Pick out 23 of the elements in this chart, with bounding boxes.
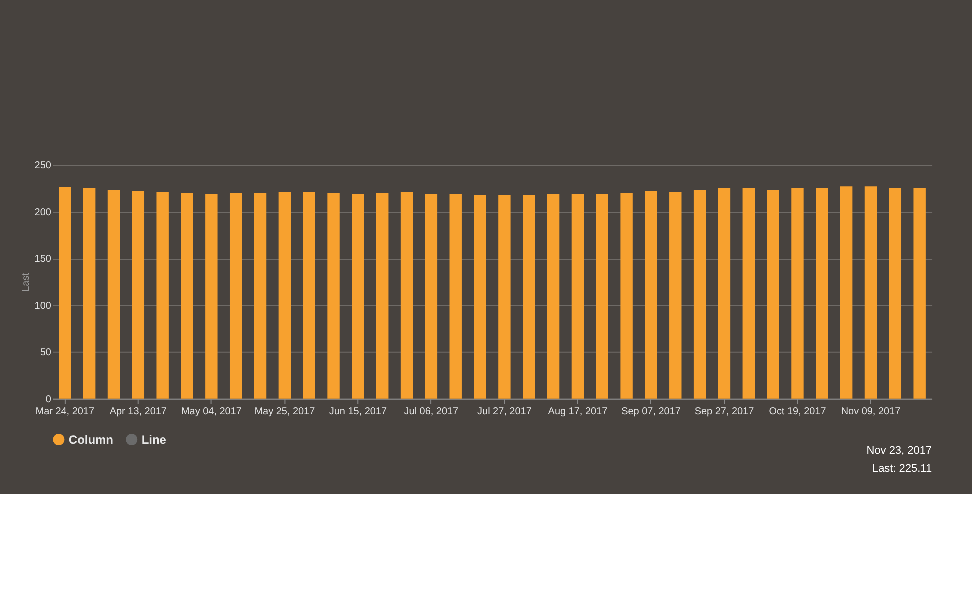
x-tick-label: Nov 09, 2017 [841, 406, 902, 418]
x-tick-label: Sep 07, 2017 [622, 406, 682, 418]
x-tick-label: Jul 27, 2017 [478, 406, 532, 418]
x-tick-label: Oct 19, 2017 [769, 406, 827, 418]
text: Nov 23, 2017 [866, 444, 932, 457]
y-tick-label: 0 [46, 394, 52, 406]
x-tick-label: Sep 27, 2017 [694, 406, 755, 418]
x-tick-label: Jul 06, 2017 [404, 406, 460, 418]
legend-label: Column [68, 432, 114, 447]
text: Last: 225.11 [872, 462, 932, 475]
legend-label: Line [142, 432, 167, 447]
x-tick-label: May 04, 2017 [181, 406, 242, 418]
x-tick-label: Jun 15, 2017 [329, 406, 388, 418]
y-axis-title: Last [20, 272, 32, 292]
y-tick-label: 100 [34, 300, 52, 312]
y-tick-label: 50 [40, 348, 52, 359]
x-tick-label: Apr 13, 2017 [110, 406, 168, 418]
y-tick-label: 200 [34, 207, 52, 218]
y-tick-label: 150 [34, 254, 52, 266]
y-tick-label: 250 [34, 160, 52, 172]
x-tick-label: Aug 17, 2017 [548, 406, 608, 418]
x-tick-label: May 25, 2017 [254, 406, 316, 418]
x-tick-label: Mar 24, 2017 [36, 406, 95, 418]
